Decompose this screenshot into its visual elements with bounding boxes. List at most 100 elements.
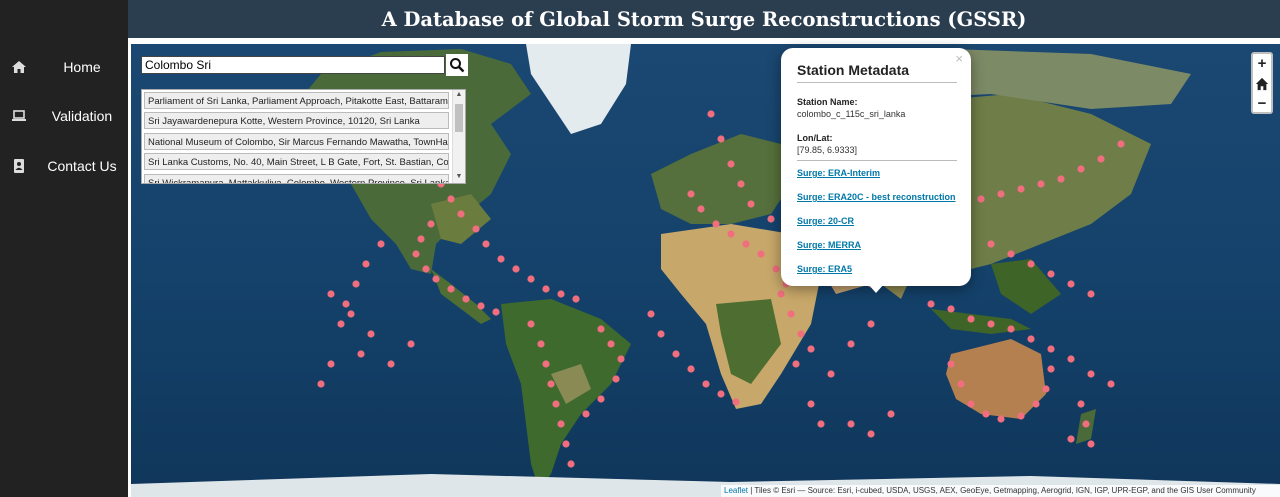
station-marker[interactable] <box>732 398 740 406</box>
station-marker[interactable] <box>672 350 680 358</box>
station-marker[interactable] <box>597 325 605 333</box>
search-result[interactable]: National Museum of Colombo, Sir Marcus F… <box>144 133 449 150</box>
search-result[interactable]: Sri Lanka Customs, No. 40, Main Street, … <box>144 153 449 170</box>
surge-link-merra[interactable]: Surge: MERRA <box>797 240 862 250</box>
scroll-up-icon[interactable]: ▲ <box>455 91 463 98</box>
station-marker[interactable] <box>977 195 985 203</box>
station-marker[interactable] <box>1047 270 1055 278</box>
surge-link-era5[interactable]: Surge: ERA5 <box>797 264 853 274</box>
scroll-down-icon[interactable]: ▼ <box>455 173 463 180</box>
station-marker[interactable] <box>747 200 755 208</box>
station-marker[interactable] <box>327 290 335 298</box>
station-marker[interactable] <box>772 265 780 273</box>
station-marker[interactable] <box>387 360 395 368</box>
station-marker[interactable] <box>477 302 485 310</box>
station-marker[interactable] <box>352 280 360 288</box>
station-marker[interactable] <box>797 330 805 338</box>
station-marker[interactable] <box>497 255 505 263</box>
station-marker[interactable] <box>617 355 625 363</box>
station-marker[interactable] <box>987 240 995 248</box>
station-marker[interactable] <box>742 240 750 248</box>
station-marker[interactable] <box>1027 335 1035 343</box>
station-marker[interactable] <box>562 440 570 448</box>
station-marker[interactable] <box>947 360 955 368</box>
search-result[interactable]: Sri Wickramapura, Mattakkuliya, Colombo,… <box>144 174 449 183</box>
station-marker[interactable] <box>607 340 615 348</box>
station-marker[interactable] <box>327 360 335 368</box>
station-marker[interactable] <box>717 135 725 143</box>
station-marker[interactable] <box>1042 385 1050 393</box>
station-marker[interactable] <box>367 330 375 338</box>
station-marker[interactable] <box>1117 140 1125 148</box>
station-marker[interactable] <box>537 340 545 348</box>
station-marker[interactable] <box>982 410 990 418</box>
station-marker[interactable] <box>1007 325 1015 333</box>
station-marker[interactable] <box>702 380 710 388</box>
station-marker[interactable] <box>447 195 455 203</box>
station-marker[interactable] <box>997 415 1005 423</box>
search-result[interactable]: Sri Jayawardenepura Kotte, Western Provi… <box>144 112 449 129</box>
station-marker[interactable] <box>867 430 875 438</box>
station-marker[interactable] <box>357 350 365 358</box>
station-marker[interactable] <box>542 360 550 368</box>
home-view-button[interactable] <box>1253 74 1271 93</box>
station-marker[interactable] <box>717 390 725 398</box>
station-marker[interactable] <box>777 290 785 298</box>
station-marker[interactable] <box>957 380 965 388</box>
station-marker[interactable] <box>1087 370 1095 378</box>
station-marker[interactable] <box>552 400 560 408</box>
station-marker[interactable] <box>967 400 975 408</box>
station-marker[interactable] <box>707 110 715 118</box>
station-marker[interactable] <box>582 410 590 418</box>
station-marker[interactable] <box>847 340 855 348</box>
station-marker[interactable] <box>767 215 775 223</box>
station-marker[interactable] <box>317 380 325 388</box>
station-marker[interactable] <box>1087 440 1095 448</box>
station-marker[interactable] <box>727 160 735 168</box>
sidebar-item-validation[interactable]: Validation <box>0 96 128 136</box>
station-marker[interactable] <box>967 315 975 323</box>
surge-link-era20c[interactable]: Surge: ERA20C - best reconstruction <box>797 192 956 202</box>
station-marker[interactable] <box>1017 412 1025 420</box>
surge-link-20cr[interactable]: Surge: 20-CR <box>797 216 855 226</box>
station-marker[interactable] <box>647 310 655 318</box>
station-marker[interactable] <box>377 240 385 248</box>
station-marker[interactable] <box>342 300 350 308</box>
station-marker[interactable] <box>1107 380 1115 388</box>
station-marker[interactable] <box>867 320 875 328</box>
station-marker[interactable] <box>687 190 695 198</box>
station-marker[interactable] <box>1007 250 1015 258</box>
station-marker[interactable] <box>727 230 735 238</box>
station-marker[interactable] <box>1082 420 1090 428</box>
station-marker[interactable] <box>457 210 465 218</box>
station-marker[interactable] <box>547 380 555 388</box>
station-marker[interactable] <box>1067 280 1075 288</box>
station-marker[interactable] <box>527 320 535 328</box>
station-marker[interactable] <box>462 295 470 303</box>
station-marker[interactable] <box>697 205 705 213</box>
station-marker[interactable] <box>597 395 605 403</box>
surge-link-era-interim[interactable]: Surge: ERA-Interim <box>797 168 881 178</box>
station-marker[interactable] <box>527 275 535 283</box>
search-result[interactable]: Parliament of Sri Lanka, Parliament Appr… <box>144 92 449 109</box>
station-marker[interactable] <box>807 400 815 408</box>
station-marker[interactable] <box>927 300 935 308</box>
search-results-list[interactable]: Parliament of Sri Lanka, Parliament Appr… <box>141 89 466 184</box>
results-scrollbar[interactable]: ▲ ▼ <box>452 90 465 183</box>
station-marker[interactable] <box>1067 355 1075 363</box>
zoom-in-button[interactable]: + <box>1257 55 1267 72</box>
station-marker[interactable] <box>542 285 550 293</box>
station-marker[interactable] <box>472 225 480 233</box>
station-marker[interactable] <box>557 290 565 298</box>
station-marker[interactable] <box>1097 155 1105 163</box>
station-marker[interactable] <box>1067 435 1075 443</box>
station-marker[interactable] <box>757 250 765 258</box>
station-marker[interactable] <box>1077 400 1085 408</box>
station-marker[interactable] <box>1087 290 1095 298</box>
station-marker[interactable] <box>612 375 620 383</box>
station-marker[interactable] <box>817 420 825 428</box>
station-marker[interactable] <box>1032 400 1040 408</box>
station-marker[interactable] <box>997 190 1005 198</box>
station-marker[interactable] <box>417 235 425 243</box>
station-marker[interactable] <box>447 285 455 293</box>
